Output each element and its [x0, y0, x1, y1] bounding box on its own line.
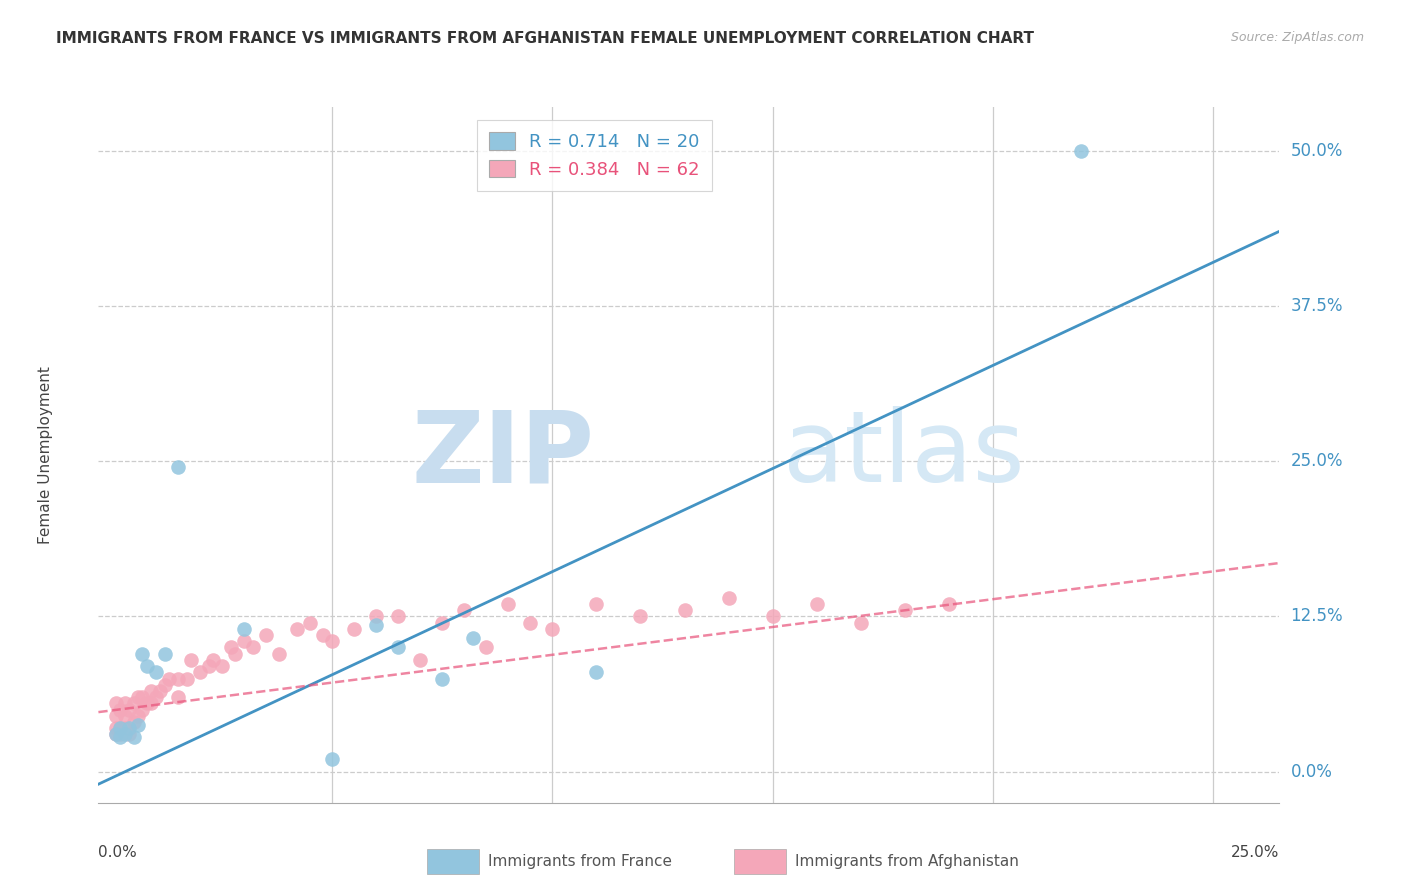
Point [519, 615, 541, 630]
Point [166, 460, 188, 475]
Point [254, 628, 277, 642]
Point [201, 653, 224, 667]
Point [585, 597, 607, 611]
Point [269, 647, 291, 661]
Point [153, 647, 176, 661]
Text: 37.5%: 37.5% [1291, 297, 1343, 315]
Point [105, 727, 128, 741]
Point [364, 618, 387, 632]
Text: Female Unemployment: Female Unemployment [38, 366, 53, 544]
Text: ZIP: ZIP [412, 407, 595, 503]
FancyBboxPatch shape [427, 849, 478, 874]
Point [180, 653, 202, 667]
Point [118, 703, 141, 717]
Text: 0.0%: 0.0% [1291, 763, 1333, 780]
Point [298, 615, 321, 630]
FancyBboxPatch shape [734, 849, 786, 874]
Text: Immigrants from Afghanistan: Immigrants from Afghanistan [796, 854, 1019, 869]
Text: 0.0%: 0.0% [98, 845, 138, 860]
Text: 25.0%: 25.0% [1291, 452, 1343, 470]
Point [135, 659, 157, 673]
Point [131, 703, 153, 717]
Point [153, 678, 176, 692]
Point [762, 609, 785, 624]
Point [110, 703, 132, 717]
Point [242, 640, 264, 655]
Point [630, 609, 652, 624]
Point [224, 647, 246, 661]
Point [197, 659, 219, 673]
Point [166, 690, 188, 705]
Text: Source: ZipAtlas.com: Source: ZipAtlas.com [1230, 31, 1364, 45]
Point [135, 697, 157, 711]
Point [211, 659, 233, 673]
Point [176, 672, 198, 686]
Point [114, 697, 136, 711]
Point [105, 721, 128, 735]
Point [149, 684, 172, 698]
Point [157, 672, 180, 686]
Point [141, 697, 163, 711]
Point [343, 622, 366, 636]
Point [145, 665, 167, 680]
Point [673, 603, 696, 617]
Point [105, 697, 128, 711]
Text: 25.0%: 25.0% [1232, 845, 1279, 860]
Point [141, 684, 163, 698]
Point [145, 690, 167, 705]
Point [122, 714, 145, 729]
Legend: R = 0.714   N = 20, R = 0.384   N = 62: R = 0.714 N = 20, R = 0.384 N = 62 [477, 120, 713, 192]
Point [127, 690, 149, 705]
Point [409, 653, 432, 667]
Text: IMMIGRANTS FROM FRANCE VS IMMIGRANTS FROM AFGHANISTAN FEMALE UNEMPLOYMENT CORREL: IMMIGRANTS FROM FRANCE VS IMMIGRANTS FRO… [56, 31, 1035, 46]
Point [430, 672, 453, 686]
Point [188, 665, 211, 680]
Point [232, 622, 254, 636]
Point [453, 603, 475, 617]
Point [321, 634, 343, 648]
Point [131, 690, 153, 705]
Point [475, 640, 498, 655]
Point [114, 721, 136, 735]
Point [219, 640, 242, 655]
Point [541, 622, 564, 636]
Point [312, 628, 335, 642]
Point [114, 727, 136, 741]
Text: 12.5%: 12.5% [1291, 607, 1343, 625]
Point [387, 609, 409, 624]
Point [285, 622, 308, 636]
Point [127, 717, 149, 731]
Point [127, 708, 149, 723]
Point [110, 721, 132, 735]
Point [118, 727, 141, 741]
Point [118, 721, 141, 735]
Point [122, 697, 145, 711]
Point [114, 708, 136, 723]
Point [1070, 144, 1092, 158]
Point [321, 752, 343, 766]
Point [122, 730, 145, 744]
Point [806, 597, 828, 611]
Text: atlas: atlas [783, 407, 1025, 503]
Point [849, 615, 872, 630]
Point [938, 597, 960, 611]
Point [110, 730, 132, 744]
Point [461, 631, 484, 645]
Point [717, 591, 740, 605]
Point [232, 634, 254, 648]
Text: Immigrants from France: Immigrants from France [488, 854, 672, 869]
Point [131, 647, 153, 661]
Point [105, 708, 128, 723]
Text: 50.0%: 50.0% [1291, 142, 1343, 160]
Point [364, 609, 387, 624]
Point [387, 640, 409, 655]
Point [105, 727, 128, 741]
Point [496, 597, 519, 611]
Point [585, 665, 607, 680]
Point [110, 727, 132, 741]
Point [430, 615, 453, 630]
Point [166, 672, 188, 686]
Point [894, 603, 917, 617]
Point [110, 721, 132, 735]
